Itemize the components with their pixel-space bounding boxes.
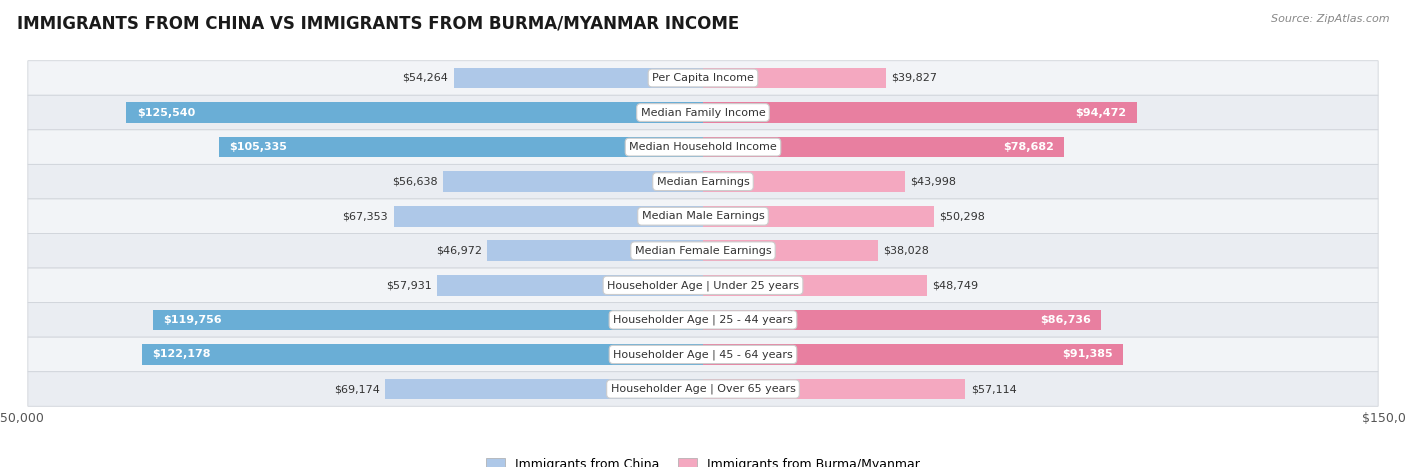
Bar	[703, 310, 1101, 330]
Bar	[703, 241, 877, 261]
Bar	[127, 102, 703, 123]
Text: Householder Age | 45 - 64 years: Householder Age | 45 - 64 years	[613, 349, 793, 360]
Text: $39,827: $39,827	[891, 73, 938, 83]
Text: $50,298: $50,298	[939, 211, 986, 221]
Text: $105,335: $105,335	[229, 142, 287, 152]
Text: $119,756: $119,756	[163, 315, 222, 325]
Text: $56,638: $56,638	[392, 177, 437, 187]
Text: $67,353: $67,353	[343, 211, 388, 221]
Text: $94,472: $94,472	[1076, 107, 1126, 118]
Bar	[437, 275, 703, 296]
FancyBboxPatch shape	[28, 234, 1378, 268]
FancyBboxPatch shape	[28, 61, 1378, 95]
Text: $57,931: $57,931	[385, 280, 432, 290]
FancyBboxPatch shape	[28, 164, 1378, 199]
Bar	[703, 206, 934, 226]
Bar	[142, 344, 703, 365]
Bar	[703, 171, 905, 192]
Text: $86,736: $86,736	[1040, 315, 1091, 325]
Bar	[153, 310, 703, 330]
Bar	[703, 275, 927, 296]
FancyBboxPatch shape	[28, 372, 1378, 406]
FancyBboxPatch shape	[28, 199, 1378, 234]
Text: Median Male Earnings: Median Male Earnings	[641, 211, 765, 221]
Bar	[488, 241, 703, 261]
Text: Median Earnings: Median Earnings	[657, 177, 749, 187]
Bar	[703, 344, 1123, 365]
Text: $125,540: $125,540	[136, 107, 195, 118]
Bar	[219, 137, 703, 157]
Bar	[443, 171, 703, 192]
Text: $91,385: $91,385	[1062, 349, 1112, 360]
Text: $78,682: $78,682	[1002, 142, 1054, 152]
Bar	[703, 137, 1064, 157]
FancyBboxPatch shape	[28, 95, 1378, 130]
Bar	[703, 68, 886, 88]
Text: $122,178: $122,178	[152, 349, 211, 360]
Bar	[394, 206, 703, 226]
Text: IMMIGRANTS FROM CHINA VS IMMIGRANTS FROM BURMA/MYANMAR INCOME: IMMIGRANTS FROM CHINA VS IMMIGRANTS FROM…	[17, 14, 740, 32]
Text: Median Female Earnings: Median Female Earnings	[634, 246, 772, 256]
Text: Householder Age | Under 25 years: Householder Age | Under 25 years	[607, 280, 799, 290]
Bar	[385, 379, 703, 399]
Bar	[703, 102, 1137, 123]
Text: $69,174: $69,174	[333, 384, 380, 394]
Text: Source: ZipAtlas.com: Source: ZipAtlas.com	[1271, 14, 1389, 24]
Text: $46,972: $46,972	[436, 246, 482, 256]
FancyBboxPatch shape	[28, 268, 1378, 303]
FancyBboxPatch shape	[28, 303, 1378, 337]
Bar	[454, 68, 703, 88]
Text: $54,264: $54,264	[402, 73, 449, 83]
FancyBboxPatch shape	[28, 337, 1378, 372]
Text: Median Family Income: Median Family Income	[641, 107, 765, 118]
Bar	[703, 379, 966, 399]
Text: Householder Age | 25 - 44 years: Householder Age | 25 - 44 years	[613, 315, 793, 325]
Text: $57,114: $57,114	[970, 384, 1017, 394]
Text: Householder Age | Over 65 years: Householder Age | Over 65 years	[610, 384, 796, 394]
FancyBboxPatch shape	[28, 130, 1378, 164]
Text: $43,998: $43,998	[911, 177, 956, 187]
Legend: Immigrants from China, Immigrants from Burma/Myanmar: Immigrants from China, Immigrants from B…	[481, 453, 925, 467]
Text: $48,749: $48,749	[932, 280, 979, 290]
Text: $38,028: $38,028	[883, 246, 929, 256]
Text: Median Household Income: Median Household Income	[628, 142, 778, 152]
Text: Per Capita Income: Per Capita Income	[652, 73, 754, 83]
